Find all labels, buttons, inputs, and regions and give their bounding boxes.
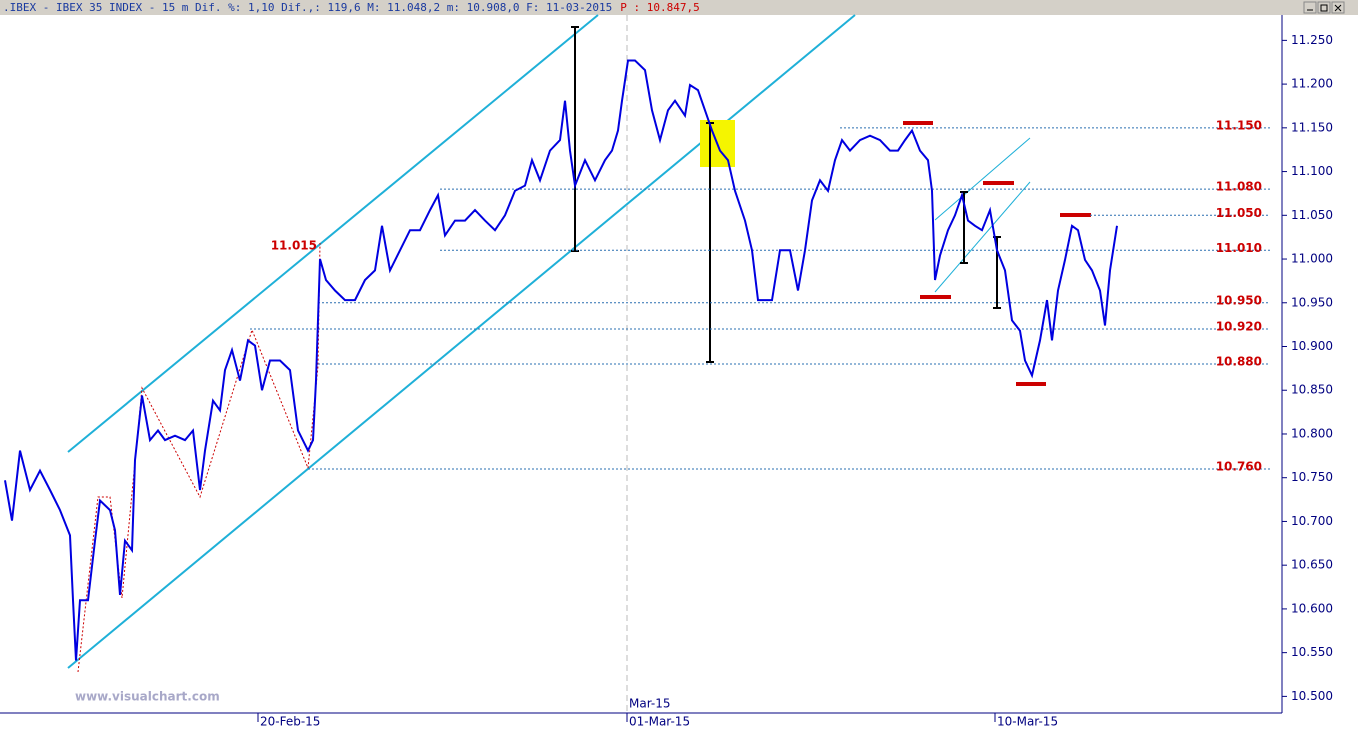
level-label: 10.880	[1216, 355, 1262, 369]
y-tick-label: 10.750	[1291, 470, 1333, 484]
level-label: 10.950	[1216, 293, 1262, 307]
level-label: 11.080	[1216, 180, 1262, 194]
channel-lines	[67, 14, 856, 669]
x-tick-label: 10-Mar-15	[997, 715, 1058, 729]
x-tick-label: 01-Mar-15	[629, 715, 690, 729]
month-label: Mar-15	[629, 697, 670, 711]
channel-lower	[67, 14, 856, 669]
x-tick-label: 20-Feb-15	[260, 715, 320, 729]
y-tick-label: 10.550	[1291, 645, 1333, 659]
y-tick-label: 10.800	[1291, 426, 1333, 440]
small-channel-lower	[934, 181, 1031, 293]
window-buttons[interactable]	[1303, 1, 1345, 14]
price-line	[4, 59, 1118, 661]
y-tick-label: 10.850	[1291, 383, 1333, 397]
watermark: www.visualchart.com	[75, 690, 220, 704]
y-tick-label: 11.050	[1291, 208, 1333, 222]
y-tick-label: 10.650	[1291, 558, 1333, 572]
y-tick-label: 10.600	[1291, 601, 1333, 615]
annotation-label: 11.015	[271, 238, 317, 252]
small-channel	[934, 137, 1031, 293]
minimize-button[interactable]	[1303, 1, 1317, 14]
channel-upper	[67, 14, 599, 453]
y-tick-label: 11.000	[1291, 252, 1333, 266]
y-tick-label: 11.100	[1291, 164, 1333, 178]
price-label: P : 10.847,5	[620, 1, 699, 14]
y-tick-label: 10.700	[1291, 514, 1333, 528]
y-tick-label: 10.950	[1291, 295, 1333, 309]
level-label: 11.010	[1216, 241, 1262, 255]
level-label: 11.150	[1216, 118, 1262, 132]
measure-arrows	[571, 26, 1001, 363]
y-tick-label: 11.200	[1291, 77, 1333, 91]
maximize-button[interactable]	[1317, 1, 1331, 14]
small-channel-upper	[934, 137, 1031, 221]
y-tick-label: 11.150	[1291, 120, 1333, 134]
level-label: 10.760	[1216, 459, 1262, 473]
y-tick-label: 11.250	[1291, 33, 1333, 47]
chart-title: .IBEX - IBEX 35 INDEX - 15 m Dif. %: 1,1…	[3, 1, 612, 14]
level-label: 11.050	[1216, 206, 1262, 220]
y-tick-label: 10.900	[1291, 339, 1333, 353]
measure-arrow	[571, 26, 579, 252]
level-label: 10.920	[1216, 320, 1262, 334]
button-glyphs	[1307, 4, 1342, 12]
red-marks	[903, 121, 1091, 386]
title-bar	[0, 0, 1358, 15]
zigzag-line	[77, 242, 321, 673]
y-tick-label: 10.500	[1291, 689, 1333, 703]
